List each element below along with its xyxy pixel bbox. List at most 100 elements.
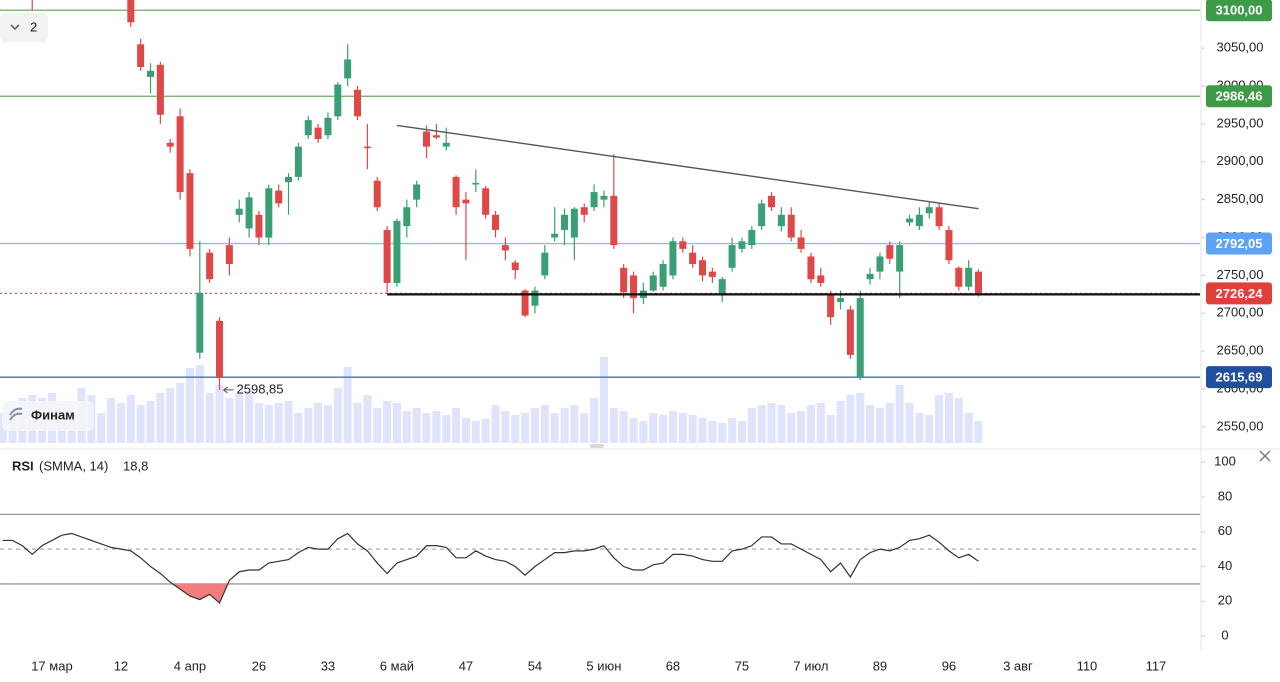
volume-bar (580, 413, 589, 443)
close-button[interactable] (1259, 450, 1271, 462)
volume-bar (590, 398, 599, 443)
level-badge-label: 2726,24 (1216, 286, 1264, 301)
candle-body (777, 214, 785, 227)
candle-body (511, 262, 519, 271)
candle-body (906, 218, 914, 223)
volume-bar (629, 418, 638, 443)
candle-body (492, 214, 500, 230)
volume-bar (215, 385, 224, 443)
candle-body (304, 120, 312, 136)
volume-bar (146, 401, 155, 443)
chip-bg (0, 13, 48, 42)
candle-body (915, 214, 923, 227)
y-tick-label: 2900,00 (1217, 153, 1264, 168)
volume-bar (964, 413, 973, 443)
candle-body (462, 199, 470, 204)
oversold-fill (172, 583, 228, 604)
volume-bar (777, 405, 786, 443)
x-tick-label: 75 (735, 658, 749, 673)
volume-bar (925, 415, 934, 443)
volume-bar (935, 395, 944, 443)
candle-body (708, 271, 716, 277)
level-badge-label: 2986,46 (1216, 89, 1263, 104)
volume-bar (905, 403, 914, 443)
volume-bar (205, 393, 214, 443)
candle-body (837, 298, 845, 302)
volume-bar (511, 415, 520, 443)
volume-bar (126, 395, 135, 443)
candle-body (738, 241, 746, 249)
y-tick-label: 2950,00 (1217, 115, 1264, 130)
candle-body (334, 84, 342, 117)
candle-body (669, 241, 677, 276)
volume-bar (668, 411, 677, 443)
x-tick-label: 68 (666, 658, 680, 673)
volume-bar (797, 411, 806, 443)
candle-body (196, 292, 204, 353)
candle-body (600, 195, 608, 200)
rsi-params: (SMMA, 14) (39, 458, 108, 473)
candle-body (787, 214, 795, 238)
volume-bar (333, 388, 342, 443)
candle-body (728, 245, 736, 268)
y-tick-label: 2700,00 (1217, 305, 1264, 320)
x-tick-label: 12 (114, 658, 128, 673)
candle-body (373, 180, 381, 208)
volume-bar (885, 403, 894, 443)
candle-body (324, 117, 332, 136)
volume-bar (97, 413, 106, 443)
candle-body (975, 271, 983, 294)
y-tick-label: 2650,00 (1217, 343, 1264, 358)
volume-bar (737, 421, 746, 443)
chip[interactable]: 2 (0, 13, 48, 42)
volume-bar (944, 393, 953, 443)
volume-bar (116, 403, 125, 443)
volume-bar (718, 423, 727, 443)
level-badge-label: 3100,00 (1216, 3, 1263, 18)
volume-bar (432, 411, 441, 443)
y-tick-label: 80 (1218, 488, 1232, 503)
x-tick-label: 6 май (380, 658, 414, 673)
volume-bar (866, 405, 875, 443)
x-tick-label: 110 (1077, 658, 1098, 673)
volume-bar (412, 408, 421, 443)
x-tick-label: 33 (321, 658, 335, 673)
candle-body (285, 176, 293, 183)
candle-body (452, 176, 460, 208)
resize-handle[interactable] (590, 444, 604, 448)
volume-bar (353, 403, 362, 443)
candle-body (876, 256, 884, 272)
candle-body (620, 267, 628, 293)
volume-bar (363, 395, 372, 443)
watermark-bg (2, 401, 94, 431)
x-tick-label: 5 июн (586, 658, 621, 673)
candle-body (245, 197, 253, 229)
candle-body (176, 116, 184, 193)
level-badge (1206, 282, 1272, 305)
volume-bar (323, 405, 332, 443)
candle-body (925, 207, 933, 214)
volume-bar (619, 411, 628, 443)
volume-bar (540, 405, 549, 443)
volume-bar (373, 408, 382, 443)
level-badge (1206, 85, 1272, 108)
y-tick-label: 20 (1218, 593, 1232, 608)
x-tick-label: 54 (528, 658, 542, 673)
candle-body (166, 142, 174, 147)
level-badge-label: 2792,05 (1216, 236, 1263, 251)
y-tick-label: 2850,00 (1217, 191, 1264, 206)
volume-bar (659, 415, 668, 443)
candle-body (807, 256, 815, 280)
y-tick-label: 60 (1218, 523, 1232, 538)
level-badge (1206, 366, 1272, 389)
candle-body (846, 309, 854, 355)
y-tick-label: 2750,00 (1217, 267, 1264, 282)
y-tick-label: 3050,00 (1217, 40, 1264, 55)
candle-body (827, 294, 835, 318)
candle-body (561, 214, 569, 230)
volume-bar (195, 365, 204, 443)
x-tick-label: 17 мар (31, 658, 72, 673)
